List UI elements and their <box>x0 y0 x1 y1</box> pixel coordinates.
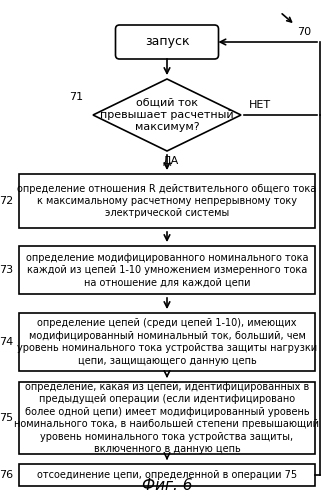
Text: определение модифицированного номинального тока
каждой из цепей 1-10 умножением : определение модифицированного номинально… <box>26 252 308 288</box>
Text: 75: 75 <box>0 413 13 423</box>
Text: запуск: запуск <box>145 36 189 49</box>
FancyBboxPatch shape <box>116 25 218 59</box>
Text: определение отношения R действительного общего тока
к максимальному расчетному н: определение отношения R действительного … <box>17 184 317 218</box>
Bar <box>19 174 315 228</box>
Text: общий ток
превышает расчетный
максимум?: общий ток превышает расчетный максимум? <box>100 98 234 132</box>
Bar <box>19 382 315 454</box>
Text: ДА: ДА <box>163 156 179 166</box>
Text: определение цепей (среди цепей 1-10), имеющих
модифицированный номинальный ток, : определение цепей (среди цепей 1-10), им… <box>17 318 317 366</box>
Text: Фиг. 6: Фиг. 6 <box>142 478 192 493</box>
Text: НЕТ: НЕТ <box>249 100 271 110</box>
Polygon shape <box>93 79 241 151</box>
Text: отсоединение цепи, определенной в операции 75: отсоединение цепи, определенной в операц… <box>37 470 297 480</box>
Bar <box>19 464 315 486</box>
Text: 73: 73 <box>0 265 13 275</box>
Text: 70: 70 <box>297 27 311 37</box>
Text: определение, какая из цепей, идентифицированных в
предыдущей операции (если иден: определение, какая из цепей, идентифицир… <box>14 382 320 454</box>
Bar <box>19 246 315 294</box>
Text: 72: 72 <box>0 196 13 206</box>
Text: 71: 71 <box>69 92 83 102</box>
Bar <box>19 313 315 371</box>
Text: 76: 76 <box>0 470 13 480</box>
Text: 74: 74 <box>0 337 13 347</box>
